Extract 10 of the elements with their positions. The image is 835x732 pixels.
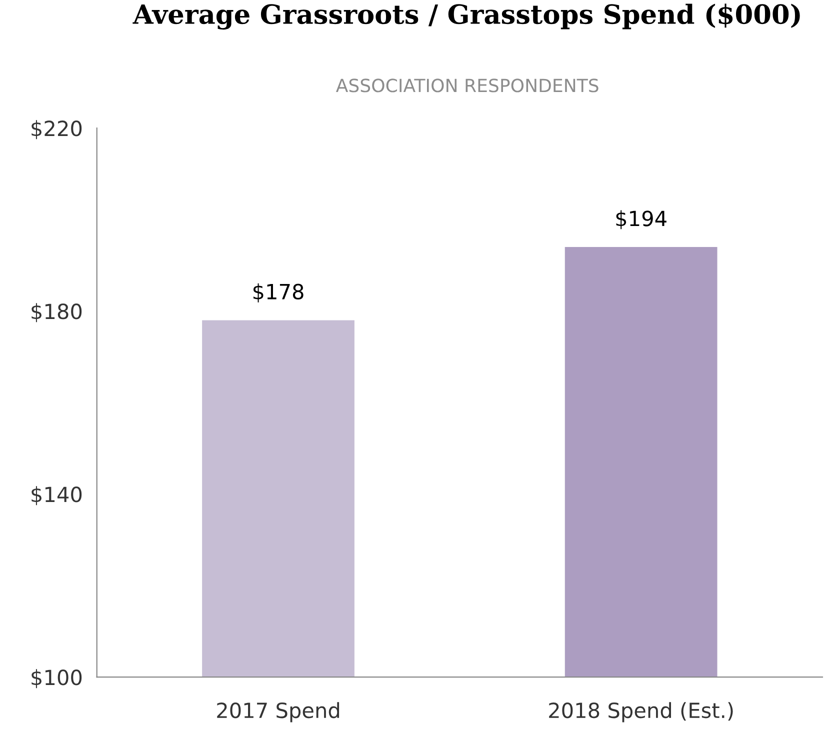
y-tick-label: $220 [32,120,82,140]
x-tick-label: 2018 Spend (Est.) [549,702,733,722]
chart-subtitle: ASSOCIATION RESPONDENTS [336,78,598,92]
data-label: $194 [616,210,666,230]
y-tick-label: $180 [32,303,82,322]
x-tick-label: 2017 Spend [217,702,340,722]
y-tick-label: $100 [32,669,82,688]
y-tick-label: $140 [32,486,82,506]
chart-title: Average Grassroots / Grasstops Spend ($000) [132,4,800,30]
data-label: $178 [253,283,304,302]
